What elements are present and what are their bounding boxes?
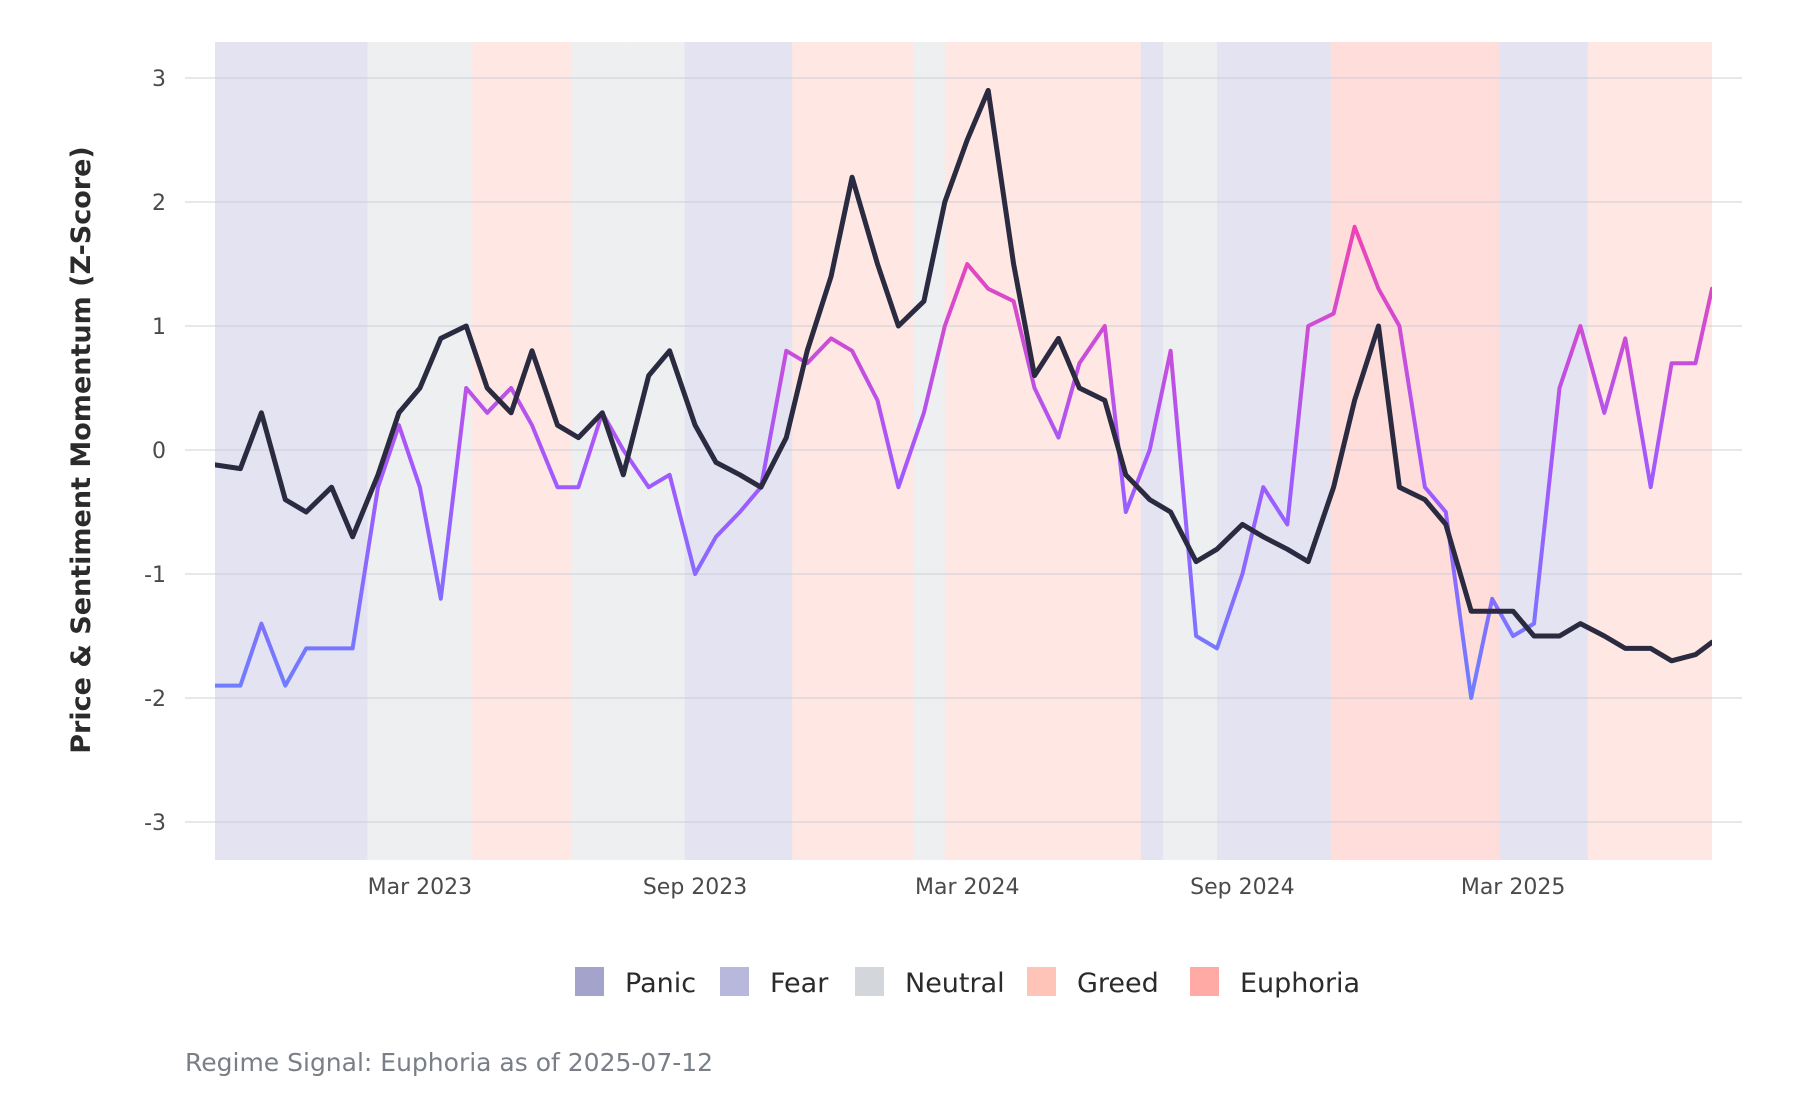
x-tick-label: Sep 2024 bbox=[1190, 875, 1294, 900]
y-tick-label: 1 bbox=[152, 315, 166, 340]
regime-band-greed bbox=[944, 42, 1141, 860]
regime-band-fear bbox=[215, 42, 368, 860]
x-tick-label: Mar 2023 bbox=[368, 875, 473, 900]
series-lines bbox=[215, 87, 1712, 700]
regime-caption: Regime Signal: Euphoria as of 2025-07-12 bbox=[185, 1048, 713, 1077]
regime-band-fear bbox=[1216, 42, 1331, 860]
regime-band-neutral bbox=[367, 42, 473, 860]
regime-band-fear bbox=[1140, 42, 1164, 860]
legend-swatch-fear bbox=[720, 967, 749, 996]
y-tick-label: -3 bbox=[144, 811, 166, 836]
x-tick-label: Mar 2025 bbox=[1461, 875, 1566, 900]
grid-lines bbox=[185, 77, 1742, 823]
x-tick-labels: Mar 2023 Sep 2023 Mar 2024 Sep 2024 Mar 2025 bbox=[368, 875, 1566, 900]
regime-bands bbox=[215, 42, 1712, 860]
y-tick-label: -2 bbox=[144, 687, 166, 712]
x-tick-label: Sep 2023 bbox=[643, 875, 747, 900]
regime-band-neutral bbox=[913, 42, 945, 860]
legend-label-fear: Fear bbox=[770, 968, 829, 999]
regime-band-neutral bbox=[1163, 42, 1217, 860]
x-tick-label: Mar 2024 bbox=[915, 875, 1020, 900]
sentiment-momentum-line bbox=[215, 224, 1712, 700]
legend-label-neutral: Neutral bbox=[905, 968, 1005, 999]
legend: Panic Fear Neutral Greed Euphoria bbox=[575, 967, 1360, 999]
y-tick-label: 0 bbox=[152, 439, 166, 464]
legend-label-euphoria: Euphoria bbox=[1240, 968, 1360, 999]
regime-band-neutral bbox=[570, 42, 631, 860]
legend-swatch-panic bbox=[575, 967, 604, 996]
regime-band-euphoria bbox=[1330, 42, 1500, 860]
price-momentum-line bbox=[215, 87, 1712, 664]
y-tick-labels: 3 2 1 0 -1 -2 -3 bbox=[144, 67, 166, 836]
y-tick-label: 3 bbox=[152, 67, 166, 92]
regime-band-greed bbox=[792, 42, 914, 860]
regime-band-greed bbox=[472, 42, 571, 860]
y-axis-title: Price & Sentiment Momentum (Z-Score) bbox=[66, 146, 97, 754]
legend-swatch-greed bbox=[1027, 967, 1056, 996]
legend-label-greed: Greed bbox=[1077, 968, 1159, 999]
regime-band-neutral bbox=[630, 42, 685, 860]
regime-band-fear bbox=[684, 42, 793, 860]
y-tick-label: -1 bbox=[144, 563, 166, 588]
legend-swatch-euphoria bbox=[1190, 967, 1219, 996]
regime-band-greed bbox=[1587, 42, 1712, 860]
legend-swatch-neutral bbox=[855, 967, 884, 996]
y-tick-label: 2 bbox=[152, 191, 166, 216]
legend-label-panic: Panic bbox=[625, 968, 696, 999]
regime-band-fear bbox=[1499, 42, 1588, 860]
